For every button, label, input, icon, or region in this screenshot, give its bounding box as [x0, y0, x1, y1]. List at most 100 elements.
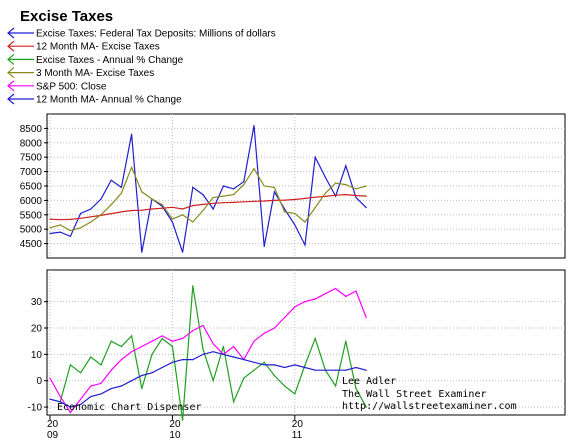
data-point-excise-taxes-federal-tax-deposits-millions-of-dollars: [192, 186, 194, 188]
data-point-excise-taxes-federal-tax-deposits-millions-of-dollars: [222, 185, 224, 187]
data-point-12-month-ma-excise-taxes: [294, 198, 296, 201]
data-point-12-month-ma-annual-change: [161, 366, 163, 369]
series-line-3-month-ma-excise-taxes: [49, 165, 367, 232]
data-point-3-month-ma-excise-taxes: [59, 224, 61, 226]
data-point-s-p-500-close: [80, 398, 82, 400]
data-point-12-month-ma-annual-change: [263, 364, 265, 366]
data-point-excise-taxes-federal-tax-deposits-millions-of-dollars: [273, 191, 275, 193]
y-tick-label: 8000: [20, 138, 43, 149]
data-point-s-p-500-close: [365, 316, 367, 319]
data-point-12-month-ma-annual-change: [80, 403, 82, 406]
data-point-s-p-500-close: [263, 332, 265, 334]
data-point-excise-taxes-annual-change: [314, 337, 316, 340]
data-point-excise-taxes-federal-tax-deposits-millions-of-dollars: [49, 232, 51, 235]
data-point-12-month-ma-excise-taxes: [192, 205, 194, 207]
data-point-excise-taxes-annual-change: [284, 385, 286, 387]
y-tick-label: 6500: [20, 182, 43, 193]
data-point-s-p-500-close: [161, 335, 163, 337]
data-point-3-month-ma-excise-taxes: [49, 227, 51, 229]
data-point-excise-taxes-federal-tax-deposits-millions-of-dollars: [284, 208, 286, 210]
y-tick-label: 8500: [20, 124, 43, 135]
data-point-12-month-ma-annual-change: [273, 364, 275, 366]
data-point-12-month-ma-annual-change: [49, 398, 51, 400]
data-point-3-month-ma-excise-taxes: [273, 186, 275, 188]
data-point-3-month-ma-excise-taxes: [120, 192, 122, 194]
data-point-excise-taxes-annual-change: [304, 364, 306, 366]
data-point-excise-taxes-federal-tax-deposits-millions-of-dollars: [294, 224, 296, 226]
legend-item-12-month-ma-excise-taxes: 12 Month MA- Excise Taxes: [7, 40, 160, 53]
data-point-3-month-ma-excise-taxes: [263, 185, 265, 187]
data-point-excise-taxes-annual-change: [141, 388, 143, 390]
data-point-s-p-500-close: [100, 382, 102, 384]
data-point-excise-taxes-annual-change: [100, 364, 102, 366]
data-point-3-month-ma-excise-taxes: [100, 214, 102, 216]
data-point-excise-taxes-federal-tax-deposits-millions-of-dollars: [212, 208, 214, 210]
data-point-excise-taxes-annual-change: [243, 377, 245, 379]
data-point-12-month-ma-annual-change: [69, 406, 71, 408]
data-point-excise-taxes-federal-tax-deposits-millions-of-dollars: [90, 208, 92, 210]
data-point-12-month-ma-annual-change: [182, 359, 184, 361]
data-point-12-month-ma-excise-taxes: [273, 199, 275, 201]
data-point-excise-taxes-federal-tax-deposits-millions-of-dollars: [365, 207, 367, 209]
data-point-12-month-ma-annual-change: [171, 361, 173, 363]
data-point-12-month-ma-annual-change: [192, 359, 194, 361]
data-point-s-p-500-close: [212, 343, 214, 345]
data-point-excise-taxes-annual-change: [80, 372, 82, 374]
data-point-s-p-500-close: [284, 316, 286, 319]
data-point-excise-taxes-annual-change: [171, 345, 173, 348]
legend-item-s-p-500-close: S&P 500: Close: [7, 80, 107, 92]
data-point-12-month-ma-excise-taxes: [314, 196, 316, 198]
legend-item-12-month-ma-annual-change: 12 Month MA- Annual % Change: [7, 93, 182, 106]
data-point-excise-taxes-annual-change: [335, 385, 337, 387]
data-point-excise-taxes-annual-change: [355, 388, 357, 390]
data-point-s-p-500-close: [294, 306, 296, 308]
legend-arrow-icon: [7, 40, 15, 52]
data-point-s-p-500-close: [90, 385, 92, 387]
x-tick-label: 20: [169, 419, 181, 430]
data-point-3-month-ma-excise-taxes: [131, 166, 133, 168]
data-point-3-month-ma-excise-taxes: [335, 182, 337, 184]
y-tick-label: 5500: [20, 210, 43, 221]
data-point-3-month-ma-excise-taxes: [284, 211, 286, 213]
data-point-s-p-500-close: [304, 301, 306, 303]
legend-item-excise-taxes-federal-tax-deposits-millions-of-dollars: Excise Taxes: Federal Tax Deposits: Mill…: [7, 27, 276, 40]
data-point-s-p-500-close: [49, 377, 51, 379]
data-point-s-p-500-close: [131, 351, 133, 353]
data-point-s-p-500-close: [151, 340, 153, 342]
data-point-excise-taxes-federal-tax-deposits-millions-of-dollars: [69, 235, 71, 237]
data-point-3-month-ma-excise-taxes: [294, 212, 296, 214]
y-tick-label: 30: [31, 297, 43, 308]
data-point-12-month-ma-excise-taxes: [90, 216, 92, 218]
series-line-s-p-500-close: [49, 287, 367, 414]
data-point-12-month-ma-annual-change: [141, 374, 143, 377]
data-point-12-month-ma-excise-taxes: [222, 202, 224, 204]
data-point-excise-taxes-federal-tax-deposits-millions-of-dollars: [202, 194, 204, 196]
legend: Excise Taxes: Federal Tax Deposits: Mill…: [7, 27, 276, 106]
data-point-excise-taxes-annual-change: [233, 401, 235, 403]
data-point-3-month-ma-excise-taxes: [151, 198, 153, 200]
data-point-excise-taxes-annual-change: [69, 364, 71, 366]
x-tick-label: 09: [47, 430, 59, 441]
data-point-12-month-ma-annual-change: [233, 356, 235, 358]
data-point-excise-taxes-federal-tax-deposits-millions-of-dollars: [182, 251, 184, 253]
data-point-3-month-ma-excise-taxes: [192, 221, 194, 223]
data-point-12-month-ma-annual-change: [324, 369, 326, 371]
data-point-12-month-ma-annual-change: [294, 364, 296, 366]
data-point-excise-taxes-federal-tax-deposits-millions-of-dollars: [59, 231, 61, 233]
data-point-excise-taxes-federal-tax-deposits-millions-of-dollars: [100, 198, 102, 200]
data-point-excise-taxes-federal-tax-deposits-millions-of-dollars: [110, 179, 112, 181]
data-point-excise-taxes-annual-change: [253, 369, 255, 371]
data-point-s-p-500-close: [355, 290, 357, 292]
data-point-excise-taxes-federal-tax-deposits-millions-of-dollars: [120, 186, 122, 188]
y-tick-label: 4500: [20, 239, 43, 250]
ticks: 2009201020114500500055006000650070007500…: [20, 124, 304, 441]
legend-label: 3 Month MA- Excise Taxes: [36, 68, 154, 79]
data-point-excise-taxes-annual-change: [161, 337, 163, 340]
data-point-3-month-ma-excise-taxes: [253, 168, 255, 170]
data-point-12-month-ma-excise-taxes: [141, 209, 143, 211]
data-point-12-month-ma-excise-taxes: [182, 208, 184, 210]
data-point-12-month-ma-annual-change: [120, 385, 122, 387]
data-point-excise-taxes-annual-change: [273, 374, 275, 377]
data-point-excise-taxes-annual-change: [90, 356, 92, 358]
data-point-12-month-ma-annual-change: [304, 366, 306, 369]
